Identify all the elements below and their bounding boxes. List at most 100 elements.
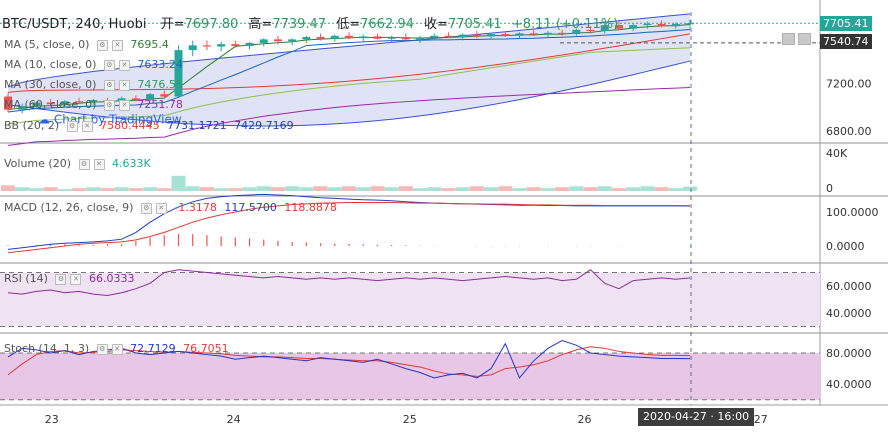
volume-bar [185, 186, 200, 191]
settings-gear-icon[interactable]: ⚙ [103, 79, 115, 91]
close-icon[interactable]: ✕ [70, 273, 82, 285]
stoch-legend-name: Stoch (14, 1, 3) [4, 342, 90, 355]
candle-body [629, 25, 638, 29]
candle-body [401, 37, 410, 40]
volume-bar [214, 188, 229, 191]
volume-bar [597, 186, 612, 191]
volume-legend: Volume (20) ⚙ ✕ 4.633K [4, 157, 151, 171]
stoch-legend: Stoch (14, 1, 3) ⚙ ✕ 72.7129 76.7051 [4, 342, 229, 356]
high-value: 7739.47 [272, 17, 327, 32]
candle-body [202, 45, 211, 47]
scale-toggle-icon[interactable] [782, 33, 795, 45]
candle-body [444, 35, 453, 38]
volume-bar [242, 187, 257, 191]
change-value: +8.11 (+0.11%) [511, 17, 619, 32]
rsi-legend-value: 66.0333 [88, 272, 135, 285]
close-icon[interactable]: ✕ [155, 202, 167, 214]
volume-bar [583, 187, 598, 191]
settings-gear-icon[interactable]: ⚙ [78, 158, 90, 170]
rsi-legend: RSI (14) ⚙ ✕ 66.0333 [4, 272, 134, 286]
candle-body [32, 102, 41, 107]
macd-hist-value: -1.3178 [174, 201, 217, 214]
close-icon[interactable]: ✕ [118, 79, 130, 91]
volume-bar [114, 187, 129, 191]
ma30-legend-name: MA (30, close, 0) [4, 78, 97, 91]
candle-body [302, 37, 311, 40]
volume-bar [356, 187, 371, 191]
volume-bar [455, 187, 470, 191]
ma60-line [7, 86, 691, 146]
settings-gear-icon[interactable]: ⚙ [103, 99, 115, 111]
close-icon[interactable]: ✕ [118, 59, 130, 71]
stoch-axis-tick: 80.0000 [826, 347, 872, 360]
candle-body [131, 98, 140, 101]
candle-body [387, 37, 396, 39]
macd-signal-value: 118.8878 [284, 201, 337, 214]
close-value: 7705.41 [447, 17, 502, 32]
bollinger-lower-line [7, 60, 691, 127]
open-label: 开= [160, 17, 185, 32]
ma60-legend-name: MA (60, close, 0) [4, 98, 97, 111]
close-icon[interactable]: ✕ [93, 158, 105, 170]
symbol-label[interactable]: BTC/USDT, 240, Huobi [2, 17, 147, 32]
settings-gear-icon[interactable]: ⚙ [66, 120, 78, 132]
volume-bar [29, 188, 44, 191]
open-value: 7697.80 [184, 17, 239, 32]
candle-body [572, 29, 581, 35]
volume-bar [86, 187, 101, 191]
candle-body [487, 34, 496, 37]
last-price-label: 7705.41 [820, 16, 872, 31]
candle-body [359, 36, 368, 39]
settings-gear-icon[interactable]: ⚙ [96, 39, 108, 51]
time-axis-tick: 26 [578, 413, 592, 426]
crosshair-time-label: 2020-04-27 · 16:00 [638, 408, 755, 426]
candle-body [558, 32, 567, 35]
close-icon[interactable]: ✕ [111, 343, 123, 355]
volume-bar [100, 188, 115, 191]
bb-upper-value: 7580.4445 [100, 119, 160, 132]
rsi-axis-tick: 60.0000 [826, 280, 872, 293]
candle-body [160, 94, 169, 97]
candle-body [501, 34, 510, 36]
settings-gear-icon[interactable]: ⚙ [96, 343, 108, 355]
settings-gear-icon[interactable]: ⚙ [55, 273, 67, 285]
scale-toggle-icon[interactable] [798, 33, 811, 45]
settings-gear-icon[interactable]: ⚙ [140, 202, 152, 214]
price-axis-tick: 6800.00 [826, 125, 872, 138]
volume-bar [484, 187, 499, 191]
volume-bar [57, 189, 72, 191]
volume-bar [441, 188, 456, 191]
candle-body [89, 100, 98, 102]
settings-gear-icon[interactable]: ⚙ [103, 59, 115, 71]
close-icon[interactable]: ✕ [81, 120, 93, 132]
volume-bar [469, 186, 484, 191]
stoch-k-value: 72.7129 [130, 342, 176, 355]
volume-bar [72, 188, 87, 191]
ma5-legend-value: 7695.4 [130, 38, 169, 51]
close-icon[interactable]: ✕ [118, 99, 130, 111]
close-icon[interactable]: ✕ [111, 39, 123, 51]
ma10-legend-value: 7633.24 [137, 58, 183, 71]
volume-bar [540, 188, 555, 191]
time-axis-tick: 24 [227, 413, 241, 426]
macd-legend: MACD (12, 26, close, 9) ⚙ ✕ -1.3178 117.5… [4, 201, 337, 215]
ma30-line [7, 47, 691, 125]
candle-body [671, 23, 680, 27]
ma60-legend-value: 7251.78 [137, 98, 183, 111]
volume-legend-name: Volume (20) [4, 157, 71, 170]
candle-body [416, 37, 425, 40]
close-label: 收= [424, 17, 448, 32]
macd-axis-tick: 100.0000 [826, 206, 879, 219]
volume-bar [668, 188, 683, 191]
ma-price-label: 7540.74 [820, 34, 872, 49]
volume-bar [384, 187, 399, 191]
volume-bar [512, 188, 527, 191]
volume-bar [427, 187, 442, 191]
volume-bar [683, 186, 697, 191]
rsi-axis-tick: 40.0000 [826, 307, 872, 320]
candle-body [515, 33, 524, 36]
volume-bar [555, 187, 570, 191]
volume-bar [498, 186, 513, 191]
ma60-legend: MA (60, close, 0) ⚙ ✕ 7251.78 [4, 98, 183, 112]
